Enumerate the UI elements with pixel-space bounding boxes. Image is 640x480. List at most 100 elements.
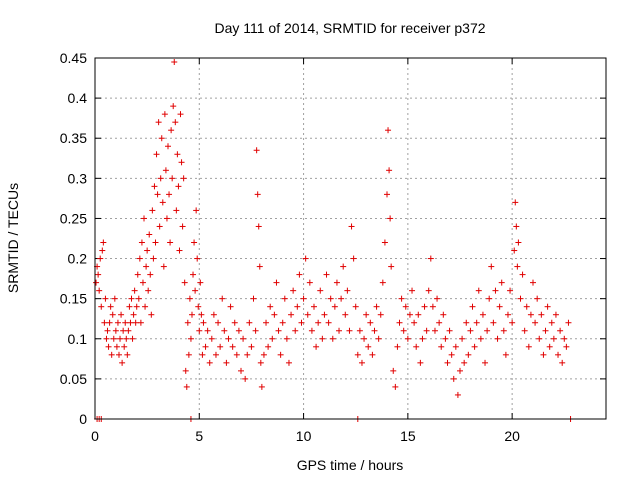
- data-point: [496, 303, 503, 310]
- data-point: [198, 311, 205, 318]
- data-point: [221, 327, 228, 334]
- data-point: [417, 359, 424, 366]
- data-point: [530, 279, 536, 286]
- data-point: [144, 247, 151, 254]
- data-point: [250, 295, 257, 302]
- data-point: [427, 255, 434, 262]
- data-point: [170, 103, 177, 110]
- data-point: [191, 239, 198, 246]
- data-point: [492, 287, 499, 294]
- data-point: [269, 335, 276, 342]
- data-point: [229, 343, 236, 350]
- data-point: [315, 319, 322, 326]
- data-point: [95, 271, 102, 278]
- data-point: [147, 271, 154, 278]
- data-point: [97, 255, 104, 262]
- data-point: [450, 375, 457, 382]
- y-tick-label: 0.25: [60, 210, 87, 226]
- data-point: [317, 287, 324, 294]
- data-point: [304, 311, 311, 318]
- data-point: [463, 319, 470, 326]
- data-point: [375, 335, 382, 342]
- data-point: [498, 279, 505, 286]
- data-point: [120, 327, 127, 334]
- data-point: [482, 359, 489, 366]
- data-point: [548, 319, 555, 326]
- data-point: [240, 335, 247, 342]
- data-point: [281, 295, 288, 302]
- data-point: [157, 175, 164, 182]
- data-point: [538, 311, 545, 318]
- data-point: [344, 287, 351, 294]
- y-tick-label: 0: [79, 411, 87, 427]
- data-point: [525, 343, 532, 350]
- data-point: [465, 351, 472, 358]
- data-point: [488, 263, 495, 270]
- data-point: [151, 183, 158, 190]
- data-point: [143, 263, 150, 270]
- data-point: [409, 287, 416, 294]
- data-point: [448, 351, 455, 358]
- data-point: [167, 239, 174, 246]
- data-point: [119, 359, 126, 366]
- data-point: [149, 207, 156, 214]
- data-point: [467, 327, 474, 334]
- grid-layer: [95, 58, 606, 419]
- data-point: [555, 351, 562, 358]
- data-point: [136, 255, 143, 262]
- data-point: [179, 223, 186, 230]
- data-point: [387, 215, 394, 222]
- data-point: [306, 279, 313, 286]
- data-point: [193, 207, 200, 214]
- data-point: [457, 367, 463, 374]
- y-tick-label: 0.4: [68, 90, 88, 106]
- data-point: [546, 343, 553, 350]
- data-point: [400, 327, 407, 334]
- data-point: [385, 127, 392, 134]
- data-point: [542, 327, 549, 334]
- data-point: [108, 351, 115, 358]
- data-point: [442, 335, 449, 342]
- data-point: [117, 335, 124, 342]
- data-point: [340, 263, 347, 270]
- data-point: [127, 319, 134, 326]
- data-point: [311, 303, 317, 310]
- data-point: [536, 335, 543, 342]
- data-point: [165, 143, 171, 150]
- data-point: [294, 303, 301, 310]
- data-point: [258, 383, 265, 390]
- data-point: [386, 167, 393, 174]
- data-point: [350, 255, 357, 262]
- data-point: [125, 327, 132, 334]
- data-point: [113, 343, 120, 350]
- data-point: [102, 295, 109, 302]
- data-point: [512, 199, 519, 206]
- data-point: [361, 335, 368, 342]
- data-point: [500, 327, 507, 334]
- data-point: [212, 351, 219, 358]
- data-point: [273, 279, 280, 286]
- data-point: [502, 351, 509, 358]
- data-point: [563, 343, 570, 350]
- data-point: [323, 271, 330, 278]
- data-point: [367, 319, 374, 326]
- data-point: [363, 311, 370, 318]
- data-point: [429, 303, 436, 310]
- data-point: [168, 127, 175, 134]
- data-point: [321, 311, 328, 318]
- data-point: [131, 287, 138, 294]
- data-point: [172, 119, 179, 126]
- data-point: [419, 335, 426, 342]
- data-point: [115, 351, 122, 358]
- data-point: [106, 319, 113, 326]
- data-point: [158, 135, 165, 142]
- data-point: [540, 351, 547, 358]
- data-point: [138, 239, 145, 246]
- data-point: [300, 295, 307, 302]
- data-point: [194, 255, 201, 262]
- data-point: [227, 303, 234, 310]
- data-point: [105, 343, 112, 350]
- data-point: [477, 335, 484, 342]
- data-point: [515, 239, 522, 246]
- data-point: [161, 111, 168, 118]
